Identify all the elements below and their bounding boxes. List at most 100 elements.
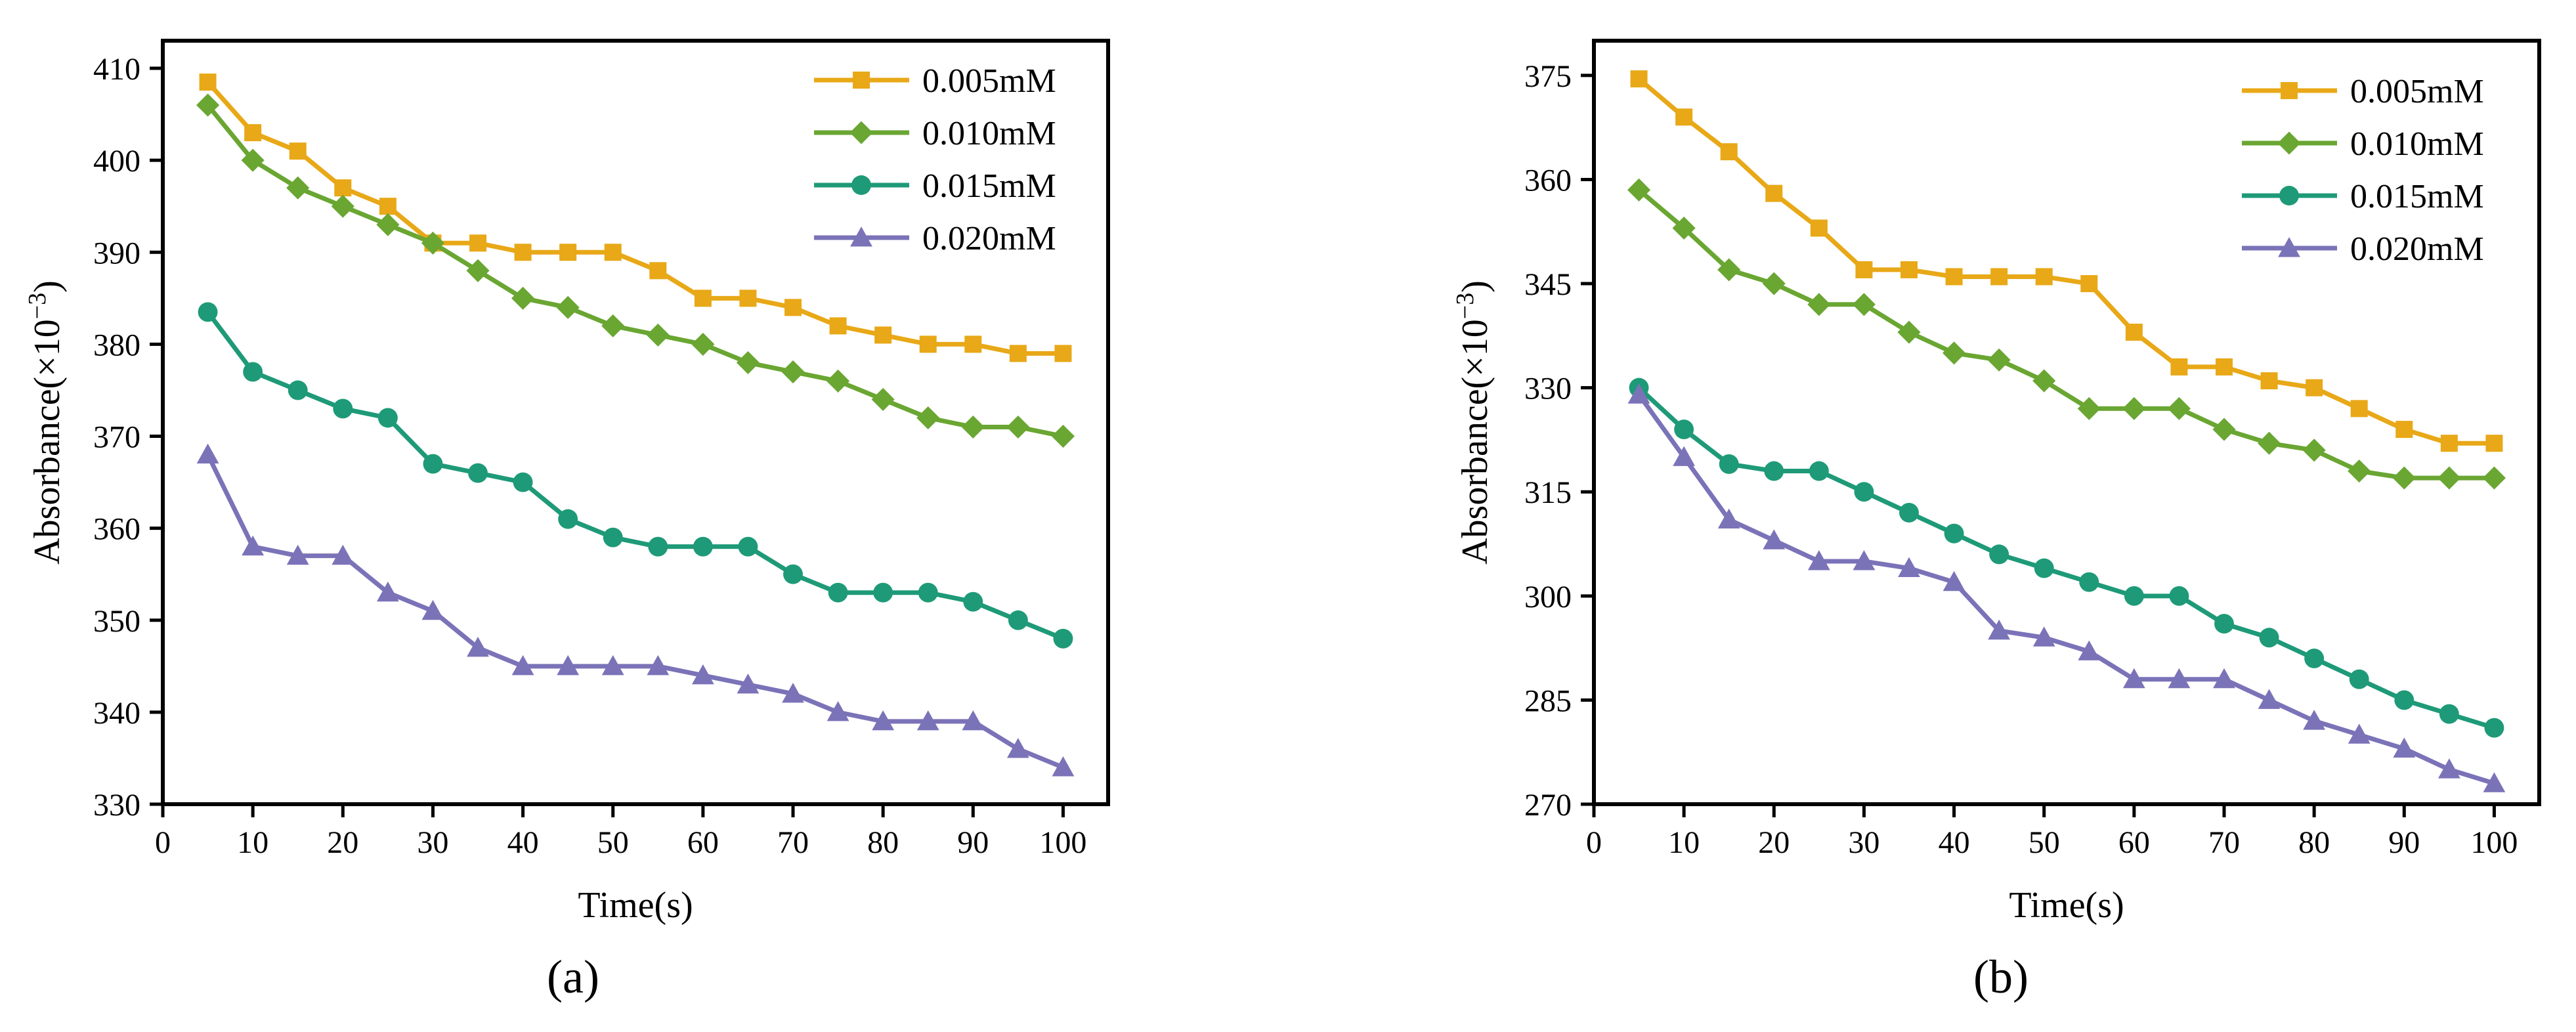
data-point-2-8 [1943, 341, 1966, 365]
x-tick-label: 100 [2470, 825, 2518, 860]
data-point-4-6 [1853, 550, 1876, 570]
data-point-1-13 [2170, 358, 2188, 376]
data-point-4-6 [421, 599, 444, 620]
data-point-3-8 [1944, 523, 1964, 544]
data-point-2-20 [1051, 424, 1075, 448]
y-axis-title: Absorbance(×10−3) [24, 280, 68, 565]
data-point-1-18 [2395, 421, 2413, 439]
data-point-2-10 [2032, 369, 2056, 393]
data-point-4-18 [2393, 737, 2416, 758]
data-point-4-7 [1898, 557, 1920, 578]
data-point-2-3 [1717, 258, 1741, 282]
data-point-1-7 [469, 234, 486, 252]
plot-frame [1592, 39, 2541, 806]
data-point-1-16 [2306, 379, 2323, 397]
x-tick-label: 90 [2388, 825, 2420, 860]
data-point-2-11 [2077, 397, 2101, 420]
data-point-2-10 [601, 314, 625, 337]
y-tick-label: 350 [93, 604, 140, 639]
data-point-4-20 [1052, 756, 1075, 777]
data-point-3-18 [2394, 690, 2415, 710]
legend-marker-3 [851, 175, 871, 195]
data-point-3-1 [198, 302, 218, 322]
data-point-4-19 [1006, 738, 1029, 758]
data-point-2-2 [1672, 216, 1696, 240]
data-point-4-5 [376, 581, 399, 602]
data-point-3-12 [693, 536, 713, 557]
data-point-2-16 [2302, 439, 2326, 462]
data-point-4-17 [916, 710, 939, 731]
x-tick-label: 100 [1039, 825, 1086, 860]
data-point-4-2 [242, 535, 265, 556]
chart-panel-b: 0 10 20 30 40 50 60 70 80 90 100 270 285 300 315 330 345… [1451, 39, 2541, 926]
data-point-3-3 [288, 380, 308, 400]
data-point-3-15 [2259, 628, 2279, 648]
data-point-2-7 [466, 259, 490, 282]
data-point-2-6 [421, 231, 444, 255]
data-point-1-6 [1855, 261, 1873, 278]
data-point-1-20 [1054, 345, 1072, 362]
data-point-3-14 [783, 564, 803, 584]
x-tick-label: 30 [417, 825, 448, 860]
x-axis-title: Time(s) [2009, 885, 2124, 926]
x-tick-label: 0 [1586, 825, 1602, 860]
data-point-3-4 [333, 398, 353, 419]
data-point-3-16 [2304, 649, 2325, 668]
x-tick-label: 40 [507, 825, 539, 860]
series-line-2 [205, 103, 1064, 439]
y-tick-label: 410 [93, 52, 140, 87]
data-point-3-9 [1989, 544, 2009, 565]
legend-marker-4 [2278, 237, 2300, 257]
data-point-4-5 [1807, 550, 1830, 570]
data-point-4-10 [601, 655, 624, 676]
data-point-3-12 [2124, 586, 2144, 606]
x-tick-label: 60 [687, 825, 719, 860]
data-point-2-5 [1807, 293, 1831, 316]
y-tick-label: 370 [93, 420, 140, 455]
data-point-2-19 [1006, 415, 1030, 439]
data-point-2-16 [871, 387, 895, 412]
data-point-4-3 [1717, 508, 1740, 529]
data-point-2-3 [286, 176, 310, 200]
x-tick-label: 70 [2208, 825, 2240, 860]
x-tick-label: 80 [2298, 825, 2330, 860]
panel-caption-b: (b) [1973, 951, 2029, 1003]
data-point-1-13 [739, 290, 757, 307]
x-tick-label: 10 [1668, 825, 1700, 860]
x-tick-label: 30 [1848, 825, 1879, 860]
data-point-4-17 [2348, 723, 2371, 744]
data-point-4-18 [962, 710, 985, 731]
data-point-2-13 [736, 351, 760, 374]
data-point-3-6 [423, 454, 443, 474]
data-point-3-20 [1053, 628, 1073, 649]
data-point-4-4 [1763, 529, 1786, 549]
data-point-1-7 [1900, 261, 1918, 278]
x-tick-label: 50 [2029, 825, 2060, 860]
data-point-4-14 [782, 682, 804, 703]
y-tick-label: 380 [93, 328, 140, 362]
data-point-3-3 [1719, 454, 1739, 474]
y-tick-label: 330 [1524, 372, 1572, 406]
data-point-3-10 [603, 527, 623, 548]
data-point-2-15 [826, 369, 850, 393]
data-point-2-6 [1852, 293, 1876, 316]
data-point-3-13 [738, 536, 758, 557]
x-tick-label: 20 [327, 825, 358, 860]
data-point-4-13 [2168, 668, 2191, 689]
data-point-1-5 [1810, 219, 1828, 237]
data-point-3-19 [2439, 704, 2459, 724]
data-point-1-19 [1009, 345, 1027, 362]
x-tick-label: 10 [237, 825, 268, 860]
data-point-1-16 [874, 326, 892, 344]
y-tick-label: 390 [93, 236, 140, 270]
data-point-4-10 [2032, 626, 2055, 647]
data-point-1-12 [2125, 324, 2143, 341]
data-point-1-2 [244, 124, 262, 142]
data-point-2-4 [1762, 272, 1786, 295]
data-point-3-7 [1899, 502, 1919, 523]
legend-label-1: 0.005mM [922, 62, 1056, 100]
data-point-1-14 [784, 299, 802, 316]
data-point-1-20 [2485, 435, 2503, 452]
legend-marker-4 [850, 226, 872, 247]
